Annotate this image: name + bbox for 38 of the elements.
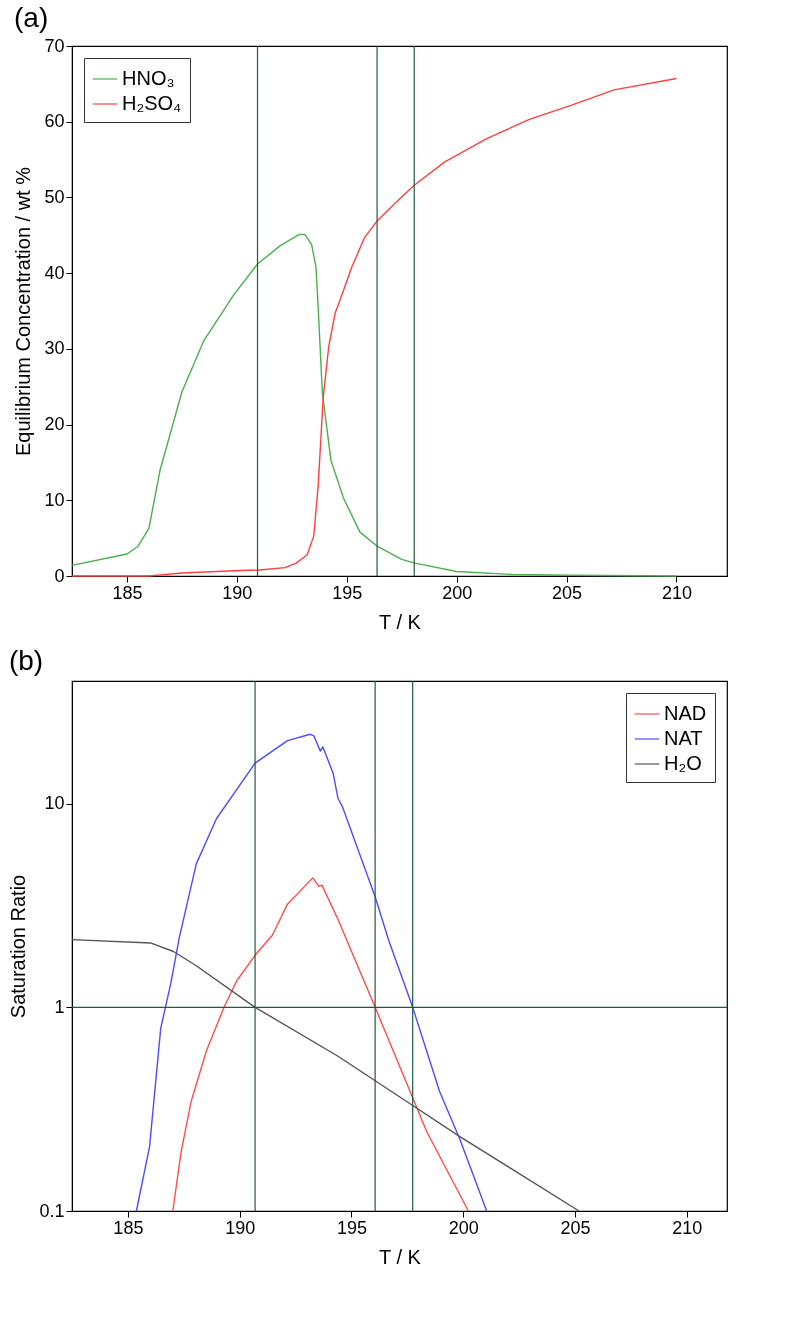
x-tick-label: 200 <box>448 1217 479 1238</box>
y-tick-label: 40 <box>44 262 65 283</box>
y-tick-label: 70 <box>44 35 65 56</box>
y-tick-label: 30 <box>44 338 65 359</box>
x-tick-label: 200 <box>442 582 473 603</box>
chart-title: (b) <box>8 645 44 677</box>
x-tick-label: 210 <box>672 1217 703 1238</box>
x-tick-label: 195 <box>336 1217 367 1238</box>
y-tick-label: 10 <box>44 489 65 510</box>
y-tick-label: 60 <box>44 111 65 132</box>
legend-label: H₂SO₄ <box>122 92 182 114</box>
y-tick-label: 50 <box>44 186 65 207</box>
x-tick-label: 190 <box>225 1217 256 1238</box>
line-series <box>71 233 678 577</box>
x-tick-label: 210 <box>661 582 692 603</box>
legend-label: HNO₃ <box>122 67 175 89</box>
legend-label: NAT <box>664 727 703 749</box>
x-tick-label: 195 <box>332 582 363 603</box>
y-tick-label: 10 <box>44 793 65 814</box>
legend-label: H₂O <box>664 752 702 774</box>
y-tick-label: 0.1 <box>39 1200 65 1221</box>
y-tick-label: 1 <box>54 996 65 1017</box>
line-series <box>135 733 488 1212</box>
y-axis-title: Equilibrium Concentration / wt % <box>12 166 35 457</box>
x-tick-label: 185 <box>113 1217 144 1238</box>
x-tick-label: 205 <box>560 1217 591 1238</box>
legend-label: NAD <box>664 702 707 724</box>
x-tick-label: 190 <box>222 582 253 603</box>
x-axis-title: T / K <box>379 1245 422 1268</box>
chart-title: (a) <box>13 2 49 33</box>
line-series <box>172 877 470 1212</box>
line-series <box>71 938 580 1212</box>
x-tick-label: 205 <box>552 582 583 603</box>
y-tick-label: 0 <box>54 565 65 586</box>
x-tick-label: 185 <box>112 582 143 603</box>
x-axis-title: T / K <box>379 610 422 633</box>
y-tick-label: 20 <box>44 414 65 435</box>
y-axis-title: Saturation Ratio <box>7 874 30 1019</box>
